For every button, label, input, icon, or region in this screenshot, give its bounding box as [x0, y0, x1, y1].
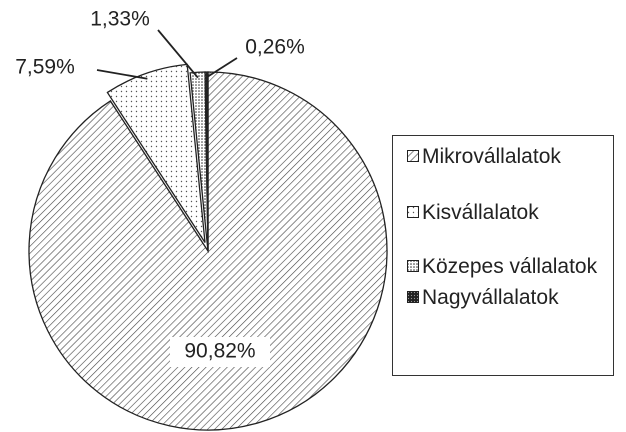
label-box [170, 337, 270, 367]
legend-swatch-box [407, 206, 419, 218]
legend: Mikrovállalatok Kisvállalatok Közepes váll… [392, 135, 614, 376]
data-label: 90,82% [184, 340, 255, 363]
leader-line [96, 69, 148, 80]
data-label: 0,26% [245, 36, 305, 59]
legend-item: Közepes vállalatok [407, 254, 607, 279]
legend-swatch [407, 206, 419, 218]
legend-swatch-box [407, 260, 419, 272]
data-label: 1,33% [90, 8, 150, 31]
leader-line [157, 29, 199, 79]
legend-label: Nagyvállalatok [422, 286, 559, 309]
legend-swatch-box [407, 150, 419, 162]
legend-label: Mikrovállalatok [422, 145, 561, 168]
legend-swatch [407, 150, 419, 162]
legend-item: Mikrovállalatok [407, 144, 607, 169]
legend-item: Kisvállalatok [407, 200, 607, 225]
legend-label: Kisvállalatok [422, 201, 539, 224]
pie-slice [204, 71, 209, 252]
legend-swatch-box [407, 291, 419, 303]
legend-item: Nagyvállalatok [407, 285, 607, 310]
legend-label: Közepes vállalatok [422, 255, 598, 278]
legend-swatch [407, 260, 419, 272]
legend-swatch [407, 291, 419, 303]
leader-line [206, 57, 238, 79]
data-label: 7,59% [15, 56, 75, 79]
